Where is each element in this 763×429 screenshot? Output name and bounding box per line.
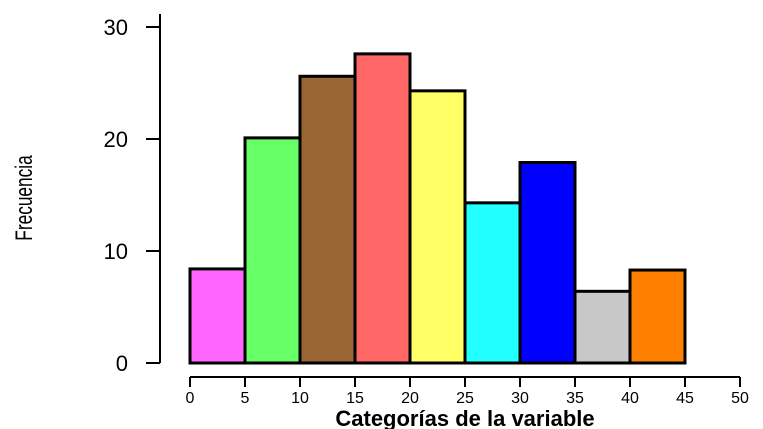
bar-15-20: [353, 52, 412, 365]
y-ticks: 0 10 20 30: [104, 15, 160, 376]
bar-10-15: [298, 74, 357, 365]
x-tick-label-35: 35: [566, 390, 584, 407]
y-tick-label-20: 20: [104, 127, 128, 152]
x-tick-label-45: 45: [676, 390, 694, 407]
y-tick-label-0: 0: [116, 351, 128, 376]
x-tick-label-10: 10: [291, 390, 309, 407]
bars-group: [188, 52, 687, 365]
bar-20-25: [408, 89, 467, 365]
bar-25-30: [463, 201, 522, 365]
bar-30-35: [518, 161, 577, 365]
x-tick-label-20: 20: [401, 390, 419, 407]
y-tick-label-30: 30: [104, 15, 128, 40]
y-tick-label-10: 10: [104, 239, 128, 264]
x-ticks: 0 5 10 15 20 25 30 35 40 45 50: [186, 377, 749, 407]
x-tick-label-30: 30: [511, 390, 529, 407]
x-tick-label-5: 5: [241, 390, 250, 407]
x-axis-title: Categorías de la variable: [335, 406, 594, 429]
bar-0-5: [188, 267, 247, 365]
y-axis-title: Frecuencia: [11, 155, 37, 241]
x-tick-label-50: 50: [731, 390, 749, 407]
x-tick-label-40: 40: [621, 390, 639, 407]
bar-35-40: [573, 289, 632, 365]
bar-40-45: [628, 268, 687, 365]
x-tick-label-0: 0: [186, 390, 195, 407]
bar-5-10: [243, 136, 302, 365]
x-tick-label-15: 15: [346, 390, 364, 407]
x-tick-label-25: 25: [456, 390, 474, 407]
